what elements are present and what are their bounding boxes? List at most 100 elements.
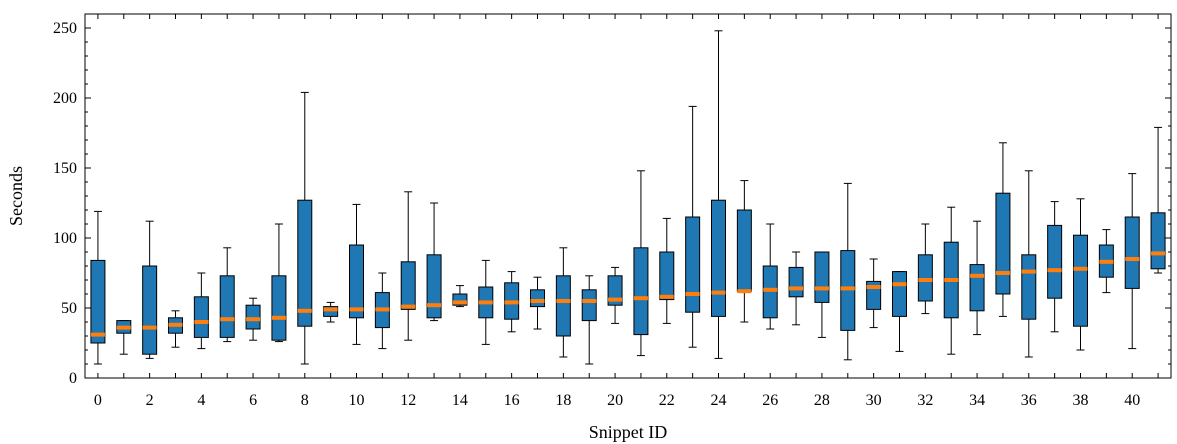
box-17 [530,276,545,330]
box-11 [374,272,390,350]
y-tick-label: 0 [69,370,77,387]
x-tick-label: 2 [146,392,154,409]
box-35 [995,142,1011,317]
box-37 [1047,201,1063,333]
box-3 [168,310,183,348]
x-tick-label: 10 [349,392,365,409]
box-15 [478,259,494,345]
box-34 [969,220,985,336]
x-tick-label: 30 [866,392,882,409]
box-body [711,199,726,317]
x-axis-title: Snippet ID [589,422,668,442]
box-body [788,266,804,298]
box-23 [685,105,701,348]
x-tick-label: 4 [197,392,205,409]
x-tick-label: 36 [1021,392,1037,409]
box-26 [762,223,778,330]
y-tick-label: 50 [61,300,77,317]
box-16 [504,271,520,333]
box-29 [840,182,856,361]
box-body [736,209,752,292]
box-body [400,261,416,310]
box-body [995,192,1011,295]
boxes-layer [90,30,1166,365]
y-tick-label: 250 [53,20,77,37]
box-25 [736,180,752,323]
x-tick-label: 12 [400,392,416,409]
box-body [892,271,907,317]
box-body [1073,234,1088,327]
y-tick-label: 150 [53,160,77,177]
x-tick-label: 14 [452,392,468,409]
x-tick-label: 6 [249,392,257,409]
box-28 [814,251,830,338]
box-body [1150,212,1166,270]
box-body [90,259,106,344]
box-14 [452,285,468,308]
x-tick-label: 28 [814,392,830,409]
x-tick-label: 34 [969,392,985,409]
box-30 [866,258,882,329]
box-body [142,265,158,355]
box-body [659,251,675,301]
box-0 [90,210,106,365]
x-tick-label: 40 [1124,392,1140,409]
box-19 [581,275,597,365]
box-27 [788,251,804,326]
box-body [1021,254,1037,320]
box-20 [607,266,623,324]
box-body [219,275,235,338]
box-body [762,265,778,319]
y-tick-label: 200 [53,90,77,107]
box-8 [297,91,313,365]
box-7 [271,223,287,343]
box-1 [116,320,132,355]
box-body [840,250,856,331]
box-12 [400,191,416,341]
box-33 [943,206,959,355]
box-21 [633,170,649,357]
box-39 [1098,229,1114,294]
box-body [969,264,985,312]
box-body [452,293,468,306]
box-5 [219,247,235,343]
box-38 [1073,198,1088,351]
box-body [814,251,830,303]
ticks-layer: 0 2 4 6 8 10 12 14 16 18 20 22 24 26 28 30 32 34 36 38 40050… [53,14,1171,409]
box-6 [245,297,261,341]
y-axis-title: Seconds [6,166,26,226]
box-body [581,289,597,322]
box-body [633,247,649,336]
x-tick-label: 0 [94,392,102,409]
x-tick-label: 8 [301,392,309,409]
box-body [555,275,571,337]
box-body [297,199,313,327]
box-36 [1021,170,1037,358]
box-22 [659,217,675,324]
x-tick-label: 22 [659,392,675,409]
box-body [530,289,545,308]
x-tick-label: 32 [917,392,933,409]
box-body [271,275,287,341]
box-41 [1150,126,1166,274]
box-body [245,304,261,330]
x-tick-label: 24 [711,392,727,409]
x-tick-label: 20 [607,392,623,409]
box-31 [892,271,907,352]
box-40 [1124,173,1140,350]
box-body [685,216,701,313]
box-4 [193,272,209,350]
box-10 [349,203,364,345]
box-body [1047,224,1063,299]
box-body [917,254,933,302]
box-body [193,296,209,338]
x-tick-label: 26 [762,392,778,409]
x-tick-label: 38 [1073,392,1089,409]
box-9 [323,301,339,323]
x-tick-label: 18 [555,392,571,409]
box-18 [555,247,571,358]
box-2 [142,220,158,359]
y-tick-label: 100 [53,230,77,247]
box-body [349,244,364,319]
